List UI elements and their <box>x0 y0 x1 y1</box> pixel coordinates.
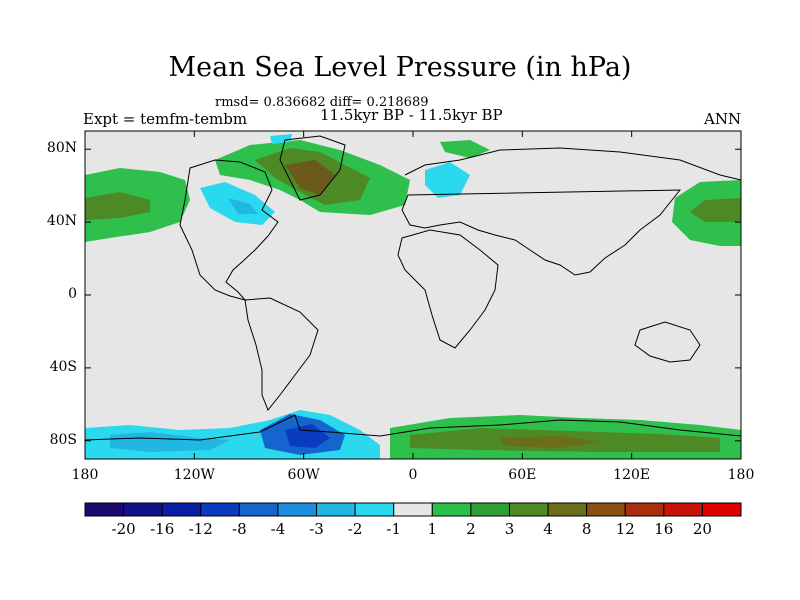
colorbar-box <box>431 502 472 517</box>
season-label: ANN <box>704 110 742 128</box>
coast-australia <box>634 321 701 363</box>
lat-tick-label: 80N <box>46 140 77 157</box>
anomaly-fields <box>85 134 741 459</box>
coast-north-america <box>179 159 279 301</box>
colorbar-box <box>277 502 318 517</box>
colorbar-box <box>701 502 742 517</box>
colorbar-label: 8 <box>581 520 592 538</box>
lat-tick-label: 0 <box>68 286 77 302</box>
colorbar-box <box>470 502 510 517</box>
coastlines <box>85 135 741 441</box>
lon-tick-label: 0 <box>408 467 418 483</box>
lon-tick-label: 120E <box>613 467 651 483</box>
colorbar-label: -16 <box>150 520 175 538</box>
colorbar-label: 20 <box>692 520 712 538</box>
colorbar-box <box>663 502 703 517</box>
colorbar-label: -4 <box>270 520 286 538</box>
colorbar-label: 12 <box>615 520 635 538</box>
lon-tick-label: 120W <box>173 467 215 483</box>
lat-tick-label: 40S <box>49 358 77 375</box>
stats-line: rmsd= 0.836682 diff= 0.218689 <box>215 95 429 110</box>
colorbar-box <box>316 502 356 517</box>
anomaly-north-pacific-west-core <box>85 192 150 220</box>
colorbar-label: 4 <box>543 520 553 538</box>
map-title: Mean Sea Level Pressure (in hPa) <box>168 52 632 83</box>
colorbar-box <box>200 502 240 517</box>
colorbar-label: 1 <box>427 520 438 538</box>
colorbar-box <box>84 502 125 517</box>
colorbar-label: -2 <box>347 520 363 538</box>
colorbar-box <box>586 502 626 517</box>
colorbar-box <box>123 502 163 517</box>
anomaly-weddell-core <box>285 424 330 448</box>
lat-tick-label: 80S <box>49 431 77 448</box>
anomaly-southern-east-peak <box>500 436 600 448</box>
colorbar-box <box>238 502 279 517</box>
colorbar-label: -8 <box>232 520 247 538</box>
colorbar-label: 16 <box>654 520 674 538</box>
colorbar-box <box>624 502 665 517</box>
colorbar-label: 3 <box>504 520 515 538</box>
coast-eurasia <box>401 147 741 276</box>
colorbar-label: -3 <box>309 520 324 538</box>
lat-tick-label: 40N <box>46 213 77 230</box>
colorbar-box <box>161 502 202 517</box>
colorbar-box <box>393 502 433 517</box>
map-background <box>85 131 741 459</box>
anomaly-labrador-core <box>228 198 258 214</box>
lon-tick-label: 180 <box>727 467 755 483</box>
lon-tick-label: 180 <box>71 467 99 483</box>
colorbar-label: -20 <box>111 520 136 538</box>
colorbar-label: -12 <box>188 520 213 538</box>
experiment-label: Expt = temfm-tembm <box>83 110 248 128</box>
coast-south-america <box>244 297 319 411</box>
anomaly-southern-west-core <box>110 432 230 452</box>
anomaly-greenland-core <box>285 160 335 195</box>
anomaly-arctic-patch <box>440 140 490 158</box>
anomaly-arctic-patch-2 <box>270 134 292 144</box>
anomaly-scandinavia <box>425 162 470 198</box>
coast-greenland <box>279 135 346 201</box>
colorbar-box <box>547 502 588 517</box>
coast-antarctica <box>85 414 741 441</box>
coast-africa <box>397 229 499 349</box>
lon-tick-label: 60W <box>287 467 320 483</box>
colorbar-label: 2 <box>466 520 476 538</box>
lon-tick-label: 60E <box>508 467 537 483</box>
colorbar-label: -1 <box>386 520 402 538</box>
period-label: 11.5kyr BP - 11.5kyr BP <box>320 106 503 124</box>
colorbar-box <box>354 502 395 517</box>
anomaly-north-pacific-east-core <box>690 198 741 222</box>
colorbar-box <box>508 502 549 517</box>
